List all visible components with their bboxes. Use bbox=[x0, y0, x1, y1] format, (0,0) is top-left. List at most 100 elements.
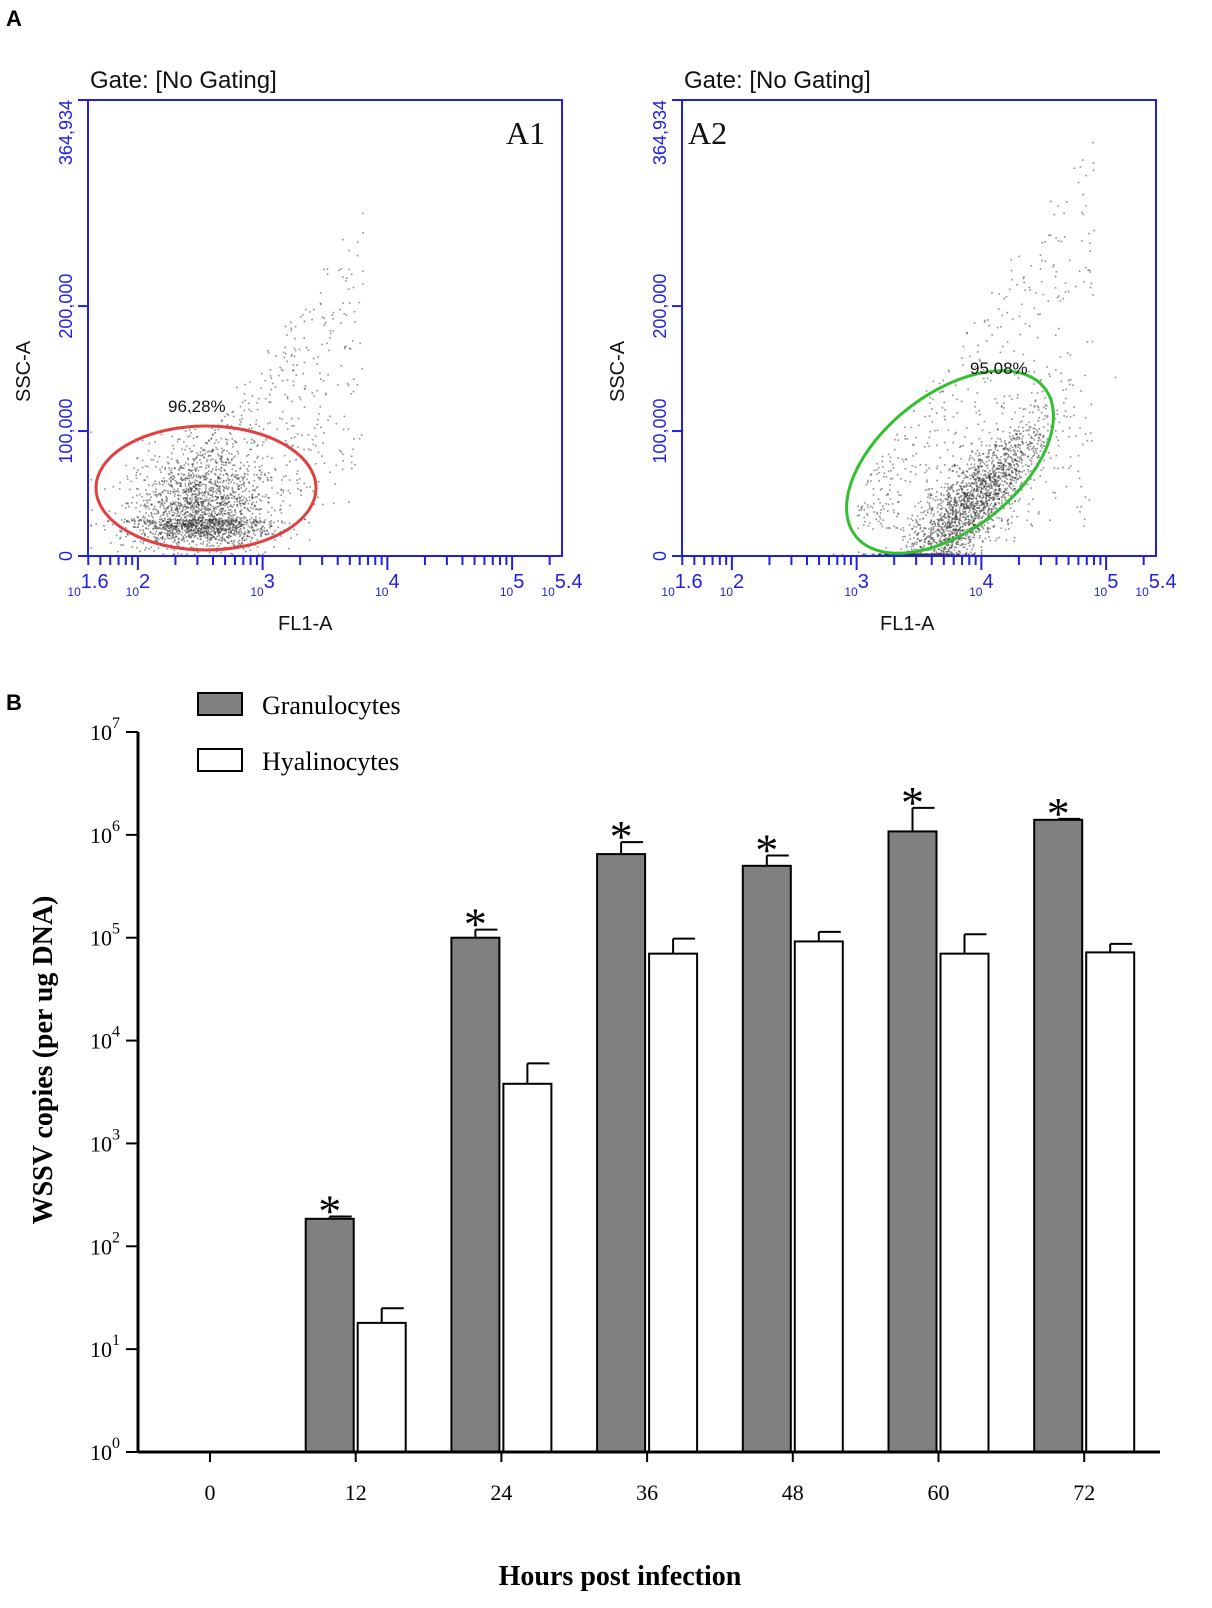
scatter-point bbox=[214, 432, 216, 434]
scatter-point bbox=[194, 457, 197, 460]
scatter-point bbox=[173, 549, 175, 551]
scatter-point bbox=[226, 424, 229, 426]
scatter-point bbox=[230, 453, 233, 455]
scatter-point bbox=[991, 477, 993, 479]
scatter-point bbox=[991, 334, 993, 336]
scatter-point bbox=[974, 553, 976, 556]
scatter-point bbox=[230, 433, 232, 435]
scatter-point bbox=[205, 508, 208, 510]
scatter-point bbox=[195, 525, 197, 527]
scatter-point bbox=[934, 523, 936, 526]
scatter-point bbox=[214, 442, 216, 444]
scatter-point bbox=[201, 498, 203, 500]
scatter-point bbox=[167, 492, 169, 494]
scatter-point bbox=[196, 510, 199, 512]
scatter-point bbox=[215, 520, 218, 523]
scatter-point bbox=[974, 468, 977, 470]
scatter-point bbox=[944, 513, 946, 516]
scatter-point bbox=[1022, 443, 1024, 445]
scatter-point bbox=[350, 393, 352, 395]
scatter-point bbox=[154, 520, 157, 523]
scatter-point bbox=[171, 507, 173, 510]
scatter-point bbox=[912, 443, 914, 446]
scatter-point bbox=[313, 427, 316, 429]
scatter-point bbox=[934, 553, 936, 556]
scatter-point bbox=[988, 476, 990, 478]
scatter-point bbox=[234, 491, 237, 493]
scatter-point bbox=[350, 455, 353, 458]
scatter-point bbox=[931, 538, 934, 540]
scatter-point bbox=[1013, 477, 1015, 479]
scatter-point bbox=[233, 529, 236, 532]
scatter-point bbox=[1021, 459, 1024, 462]
scatter-point bbox=[966, 332, 968, 334]
scatter-point bbox=[254, 525, 257, 527]
scatter-point bbox=[965, 512, 968, 515]
scatter-point bbox=[227, 511, 229, 514]
scatter-point bbox=[263, 529, 266, 532]
scatter-point bbox=[939, 541, 942, 544]
scatter-point bbox=[888, 527, 891, 530]
scatter-point bbox=[186, 527, 189, 530]
scatter-point bbox=[985, 482, 987, 485]
scatter-point bbox=[289, 460, 291, 463]
scatter-point bbox=[293, 528, 295, 531]
scatter-point bbox=[199, 516, 202, 518]
scatter-point bbox=[949, 500, 951, 503]
scatter-point bbox=[1019, 433, 1021, 435]
scatter-point bbox=[974, 474, 977, 477]
scatter-point bbox=[187, 494, 189, 497]
scatter-point bbox=[924, 415, 926, 418]
scatter-point bbox=[925, 464, 927, 466]
scatter-point bbox=[950, 500, 952, 502]
scatter-point bbox=[1084, 496, 1087, 498]
scatter-point bbox=[1029, 445, 1032, 448]
scatter-point bbox=[258, 522, 261, 525]
scatter-point bbox=[197, 489, 200, 492]
scatter-point bbox=[286, 379, 289, 381]
scatter-point bbox=[307, 434, 310, 436]
scatter-point bbox=[927, 488, 929, 491]
scatter-point bbox=[225, 521, 228, 523]
scatter-point bbox=[1044, 414, 1047, 417]
scatter-point bbox=[212, 525, 214, 528]
scatter-point bbox=[228, 452, 231, 454]
scatter-point bbox=[261, 532, 263, 535]
scatter-point bbox=[911, 545, 914, 548]
scatter-point bbox=[1084, 433, 1087, 435]
scatter-point bbox=[902, 460, 905, 463]
scatter-point bbox=[1028, 428, 1030, 431]
scatter-point bbox=[90, 431, 93, 433]
scatter-point bbox=[1056, 409, 1058, 412]
scatter-point bbox=[127, 503, 129, 505]
scatter-point bbox=[321, 343, 323, 346]
scatter-point bbox=[197, 519, 200, 522]
scatter-point bbox=[900, 477, 902, 480]
scatter-point bbox=[241, 523, 244, 526]
scatter-point bbox=[1001, 345, 1004, 348]
scatter-point bbox=[283, 351, 285, 354]
scatter-point bbox=[1012, 489, 1014, 492]
scatter-point bbox=[280, 512, 283, 514]
scatter-point bbox=[929, 535, 932, 537]
scatter-point bbox=[134, 540, 136, 542]
scatter-point bbox=[168, 534, 171, 536]
scatter-point bbox=[936, 506, 939, 509]
scatter-point bbox=[260, 534, 262, 537]
scatter-point bbox=[943, 548, 945, 550]
scatter-point bbox=[160, 524, 163, 526]
scatter-point bbox=[1020, 489, 1023, 492]
scatter-point bbox=[193, 517, 196, 519]
scatter-point bbox=[291, 353, 294, 356]
scatter-point bbox=[158, 481, 160, 484]
scatter-point bbox=[994, 502, 996, 504]
scatter-point bbox=[248, 531, 250, 534]
scatter-point bbox=[185, 445, 188, 448]
scatter-point bbox=[978, 358, 981, 361]
x-tick-label: 105.4 bbox=[541, 571, 582, 599]
scatter-point bbox=[251, 526, 254, 528]
scatter-point bbox=[250, 448, 252, 451]
scatter-point bbox=[985, 340, 988, 342]
scatter-point bbox=[229, 509, 232, 511]
scatter-point bbox=[972, 531, 974, 533]
